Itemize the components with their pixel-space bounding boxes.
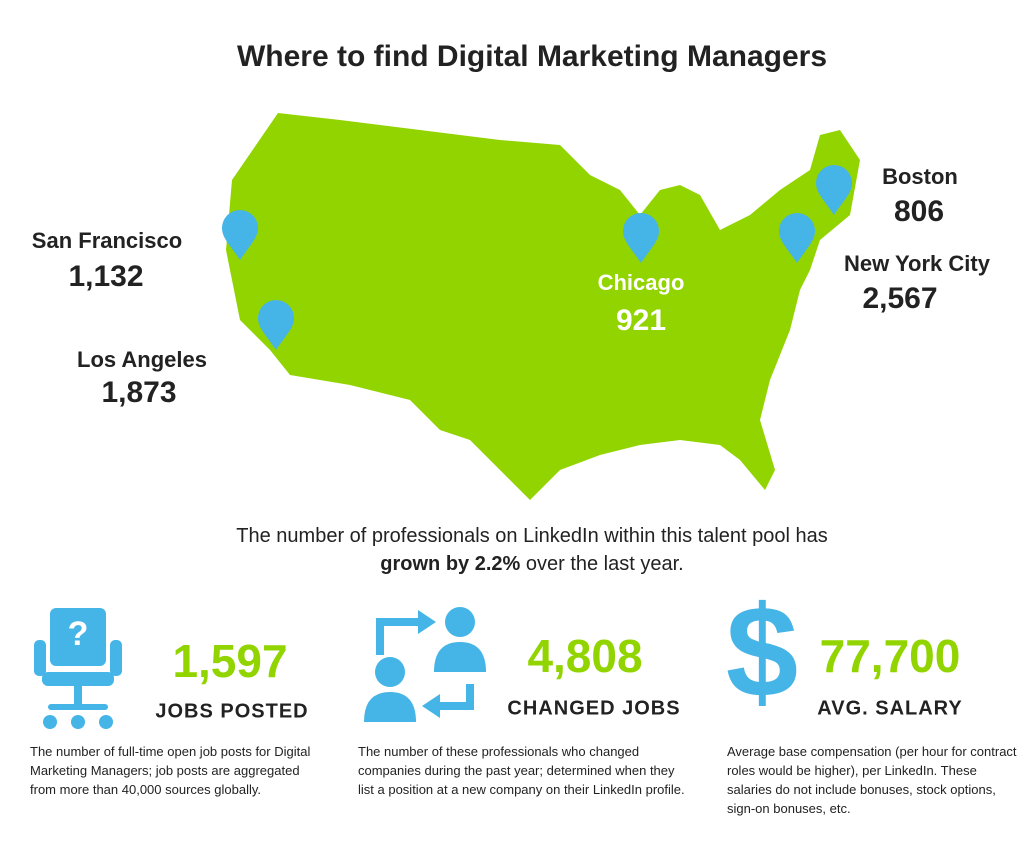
title: Where to find Digital Marketing Managers [237,40,827,73]
stat-note: The number of these professionals who ch… [358,744,685,797]
pin [623,213,659,263]
summary-highlight: grown by 2.2% [380,553,521,575]
svg-text:?: ? [68,615,89,653]
pin [258,300,294,350]
summary-text: The number of professionals on LinkedIn … [236,525,828,547]
city-name: Chicago [598,270,685,295]
stat-label: CHANGED JOBS [507,697,680,719]
pin [222,210,258,260]
chair-icon: ? [34,608,122,729]
exchange-icon [364,607,486,722]
us-map [226,113,860,500]
city-count: 806 [894,195,944,228]
stat-note: Average base compensation (per hour for … [727,744,1017,816]
dollar-icon: $ [726,578,798,724]
city-name: Los Angeles [77,347,207,372]
stat-label: AVG. SALARY [817,697,962,719]
city-count: 2,567 [862,282,937,315]
summary-text: over the last year. [525,553,684,575]
stat-value: 4,808 [527,630,642,682]
city-count: 1,873 [101,376,176,409]
city-count: 921 [616,304,666,337]
stat-label: JOBS POSTED [155,700,308,722]
pin [816,165,852,215]
summary: The number of professionals on LinkedIn … [150,522,914,578]
stat-value: 77,700 [820,630,961,682]
city-name: Boston [882,164,958,189]
city-count: 1,132 [68,260,143,293]
stat-value: 1,597 [172,635,287,687]
pins [222,165,852,350]
city-name: New York City [844,251,991,276]
stat-note: The number of full-time open job posts f… [30,744,311,797]
pin [779,213,815,263]
city-name: San Francisco [32,228,182,253]
